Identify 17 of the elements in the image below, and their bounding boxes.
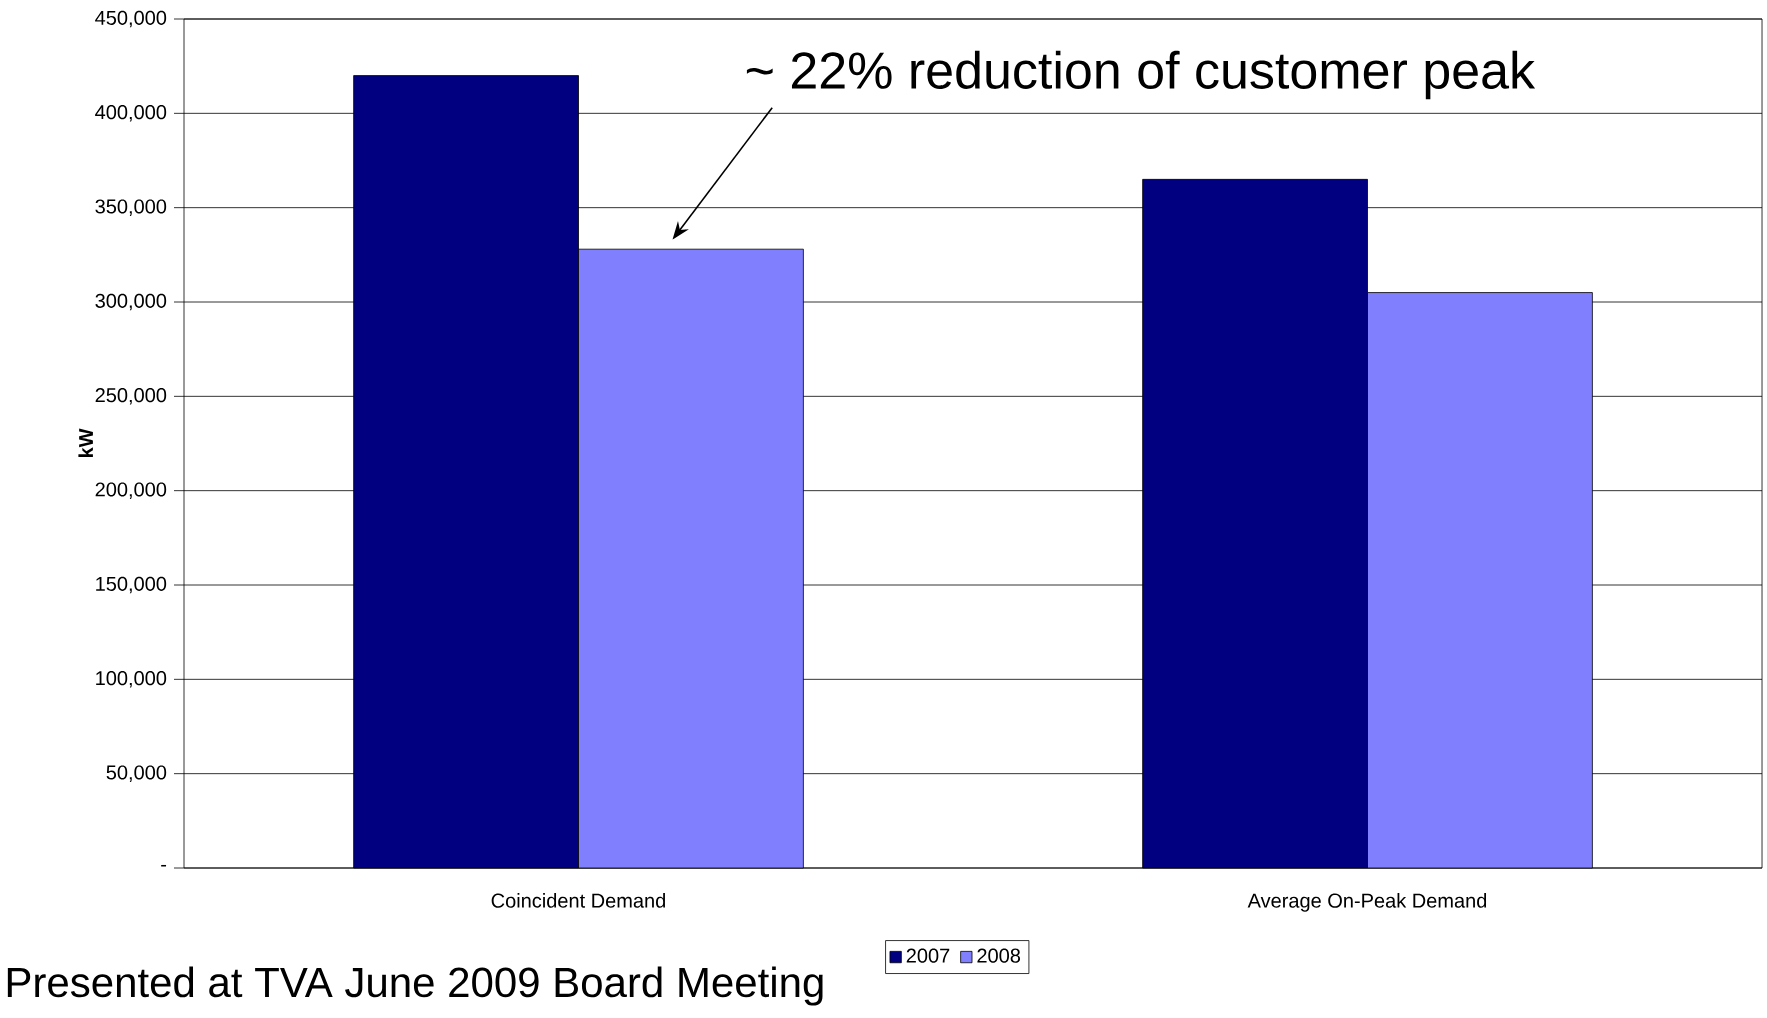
legend-label: 2008 bbox=[977, 948, 1021, 963]
y-tick-label: 150,000 bbox=[96, 576, 167, 594]
y-tick-label: 250,000 bbox=[95, 388, 167, 405]
y-tick-label: 450,000 bbox=[95, 10, 167, 28]
text: Presented at TVA June 2009 Board Meeting bbox=[7, 966, 823, 1006]
y-tick-label: - bbox=[161, 864, 167, 867]
y-tick-label: 350,000 bbox=[95, 199, 167, 216]
y-tick-label: 50,000 bbox=[106, 765, 167, 782]
y-tick-label: 300,000 bbox=[95, 293, 167, 311]
legend-label: 2007 bbox=[906, 948, 950, 963]
y-tick-label: 400,000 bbox=[95, 105, 167, 122]
y-tick-label: 200,000 bbox=[95, 482, 167, 499]
annotation: ~ 22% reduction of customer peak bbox=[746, 50, 1536, 100]
y-axis-title: kW bbox=[78, 428, 93, 458]
x-tick-label: Coincident Demand bbox=[491, 893, 666, 908]
x-tick-label: Average On-Peak Demand bbox=[1247, 893, 1487, 912]
y-tick-label: 100,000 bbox=[96, 671, 167, 688]
